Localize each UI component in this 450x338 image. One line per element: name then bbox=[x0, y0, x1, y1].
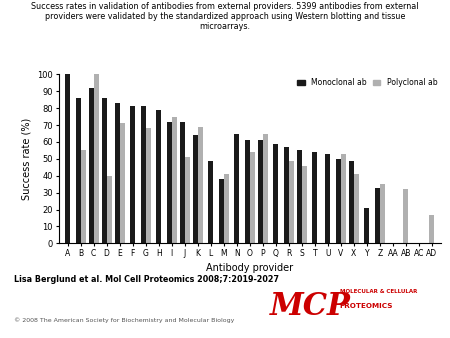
Bar bbox=[325, 154, 330, 243]
Bar bbox=[115, 103, 120, 243]
Bar bbox=[403, 189, 408, 243]
Bar bbox=[184, 157, 189, 243]
Text: MCP: MCP bbox=[270, 291, 351, 322]
Bar bbox=[81, 150, 86, 243]
Bar bbox=[172, 117, 177, 243]
Bar bbox=[380, 184, 385, 243]
Bar bbox=[273, 144, 278, 243]
Bar bbox=[65, 74, 70, 243]
Bar bbox=[130, 106, 135, 243]
Bar bbox=[297, 150, 302, 243]
Bar bbox=[258, 140, 263, 243]
Bar bbox=[141, 106, 146, 243]
Bar bbox=[146, 128, 151, 243]
Bar bbox=[354, 174, 359, 243]
Bar bbox=[94, 74, 99, 243]
Bar bbox=[180, 122, 184, 243]
Bar bbox=[120, 123, 125, 243]
Bar bbox=[107, 176, 112, 243]
X-axis label: Antibody provider: Antibody provider bbox=[206, 264, 293, 273]
Bar bbox=[250, 152, 255, 243]
Bar bbox=[224, 174, 229, 243]
Y-axis label: Success rate (%): Success rate (%) bbox=[22, 118, 32, 200]
Bar bbox=[156, 110, 161, 243]
Bar bbox=[208, 161, 213, 243]
Bar bbox=[219, 179, 224, 243]
Bar bbox=[284, 147, 289, 243]
Bar bbox=[234, 134, 239, 243]
Bar bbox=[341, 154, 346, 243]
Bar bbox=[167, 122, 172, 243]
Bar bbox=[89, 88, 94, 243]
Legend: Monoclonal ab, Polyclonal ab: Monoclonal ab, Polyclonal ab bbox=[297, 78, 437, 87]
Text: PROTEOMICS: PROTEOMICS bbox=[340, 303, 393, 309]
Bar bbox=[429, 215, 434, 243]
Bar bbox=[102, 98, 107, 243]
Bar bbox=[289, 161, 294, 243]
Bar bbox=[193, 135, 198, 243]
Bar bbox=[76, 98, 81, 243]
Text: Success rates in validation of antibodies from external providers. 5399 antibodi: Success rates in validation of antibodie… bbox=[31, 2, 419, 31]
Bar bbox=[336, 159, 341, 243]
Bar bbox=[312, 152, 317, 243]
Text: Lisa Berglund et al. Mol Cell Proteomics 2008;7:2019-2027: Lisa Berglund et al. Mol Cell Proteomics… bbox=[14, 275, 279, 285]
Bar bbox=[375, 188, 380, 243]
Bar bbox=[349, 161, 354, 243]
Bar bbox=[198, 127, 203, 243]
Bar bbox=[364, 208, 369, 243]
Text: © 2008 The American Society for Biochemistry and Molecular Biology: © 2008 The American Society for Biochemi… bbox=[14, 318, 234, 323]
Bar bbox=[245, 140, 250, 243]
Bar bbox=[263, 134, 268, 243]
Bar bbox=[302, 166, 307, 243]
Text: MOLECULAR & CELLULAR: MOLECULAR & CELLULAR bbox=[340, 289, 417, 294]
